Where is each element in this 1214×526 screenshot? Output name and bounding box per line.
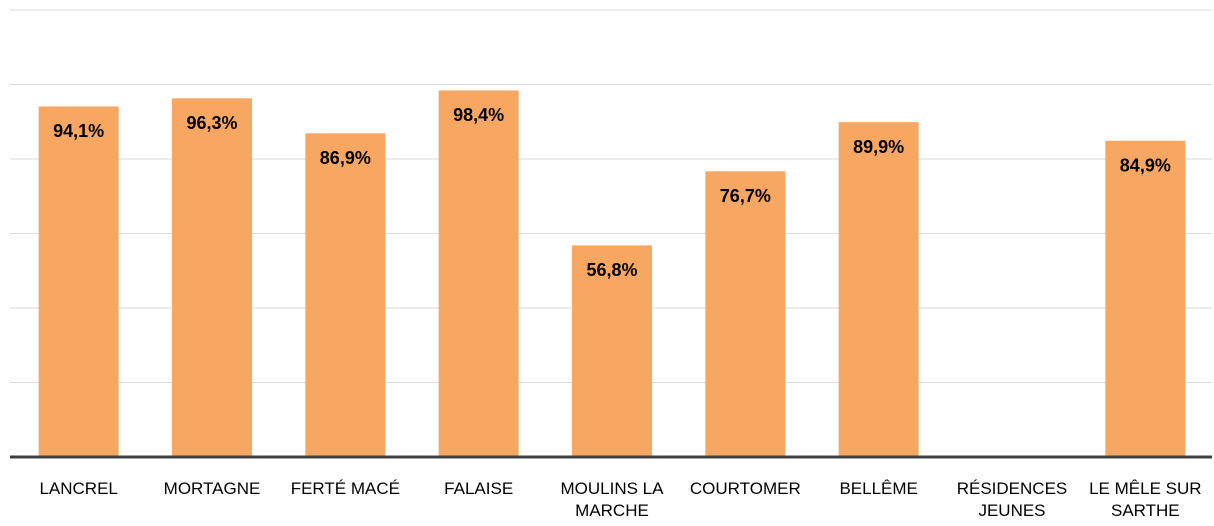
- bar: [305, 133, 386, 458]
- bar: [38, 106, 119, 457]
- data-label: 96,3%: [186, 113, 237, 133]
- bar: [1105, 140, 1186, 457]
- x-tick-label: RÉSIDENCES JEUNES: [956, 479, 1068, 520]
- bar: [172, 98, 252, 457]
- data-label: 76,7%: [720, 186, 771, 206]
- data-label: 98,4%: [453, 105, 504, 125]
- bar: [572, 245, 652, 457]
- x-tick-label: BELLÊME: [839, 479, 918, 498]
- bar: [838, 122, 919, 457]
- data-label: 94,1%: [53, 121, 104, 141]
- data-label: 86,9%: [320, 148, 371, 168]
- x-tick-label: LE MÊLE SUR SARTHE: [1089, 479, 1202, 520]
- x-tick-label: MOULINS LA MARCHE: [560, 479, 664, 520]
- bar: [705, 171, 786, 458]
- x-tick-label: LANCREL: [39, 479, 118, 498]
- x-tick-label: MORTAGNE: [163, 479, 261, 498]
- x-tick-label: FERTÉ MACÉ: [290, 479, 400, 498]
- bar: [438, 90, 519, 458]
- data-label: 89,9%: [853, 137, 904, 157]
- data-label: 84,9%: [1120, 155, 1171, 175]
- x-tick-label: FALAISE: [444, 479, 514, 498]
- x-tick-label: COURTOMER: [689, 479, 801, 498]
- data-label: 56,8%: [586, 260, 637, 280]
